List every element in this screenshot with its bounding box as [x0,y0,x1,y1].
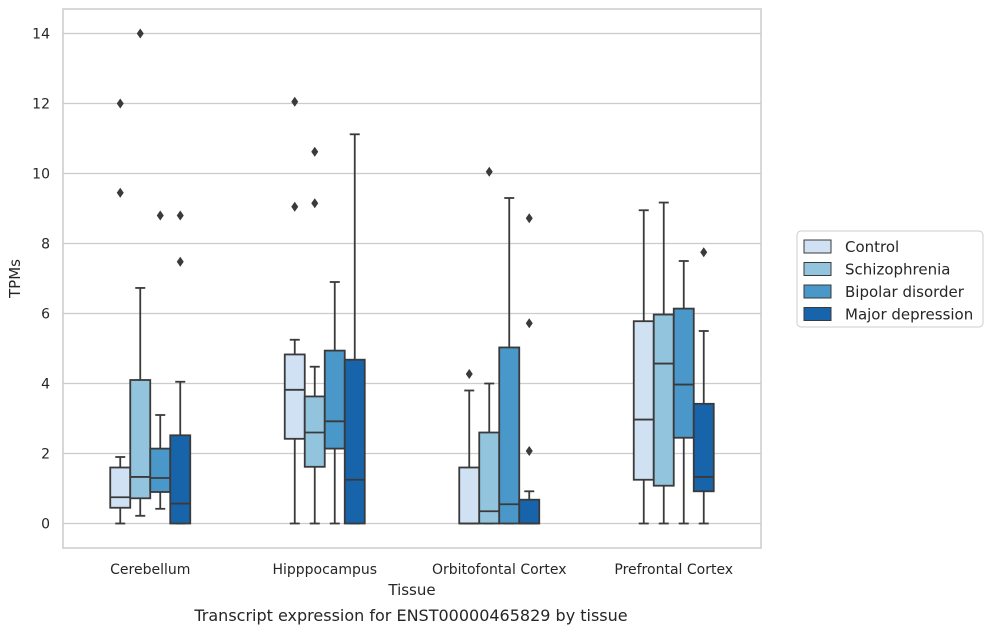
plot-frame [62,8,762,549]
chart-caption: Transcript expression for ENST0000046582… [194,606,628,625]
box-body [518,498,541,525]
box-schizophrenia [303,146,326,525]
y-tick-label: 14 [32,27,50,43]
x-axis-label: Tissue [387,581,435,599]
box-bipolar-disorder [149,210,172,510]
outlier-point [176,256,184,267]
box-bipolar-disorder [498,197,521,525]
x-tick-label: Orbitofontal Cortex [432,562,567,578]
x-tick-labels: Cerebellum Hipppocampus Orbitofontal Corte… [110,562,733,578]
box-body [498,346,521,525]
legend-frame [796,230,984,328]
outlier-point [485,166,493,177]
box-body [169,434,192,525]
box-control [109,98,132,525]
box-body [149,447,172,493]
box-body [129,379,152,500]
outlier-point [311,146,319,157]
box-body [323,349,346,450]
box-schizophrenia [478,166,501,525]
legend: Control Schizophrenia Bipolar disorder Majo… [796,230,984,328]
outlier-point [465,369,473,380]
box-body [343,358,366,525]
box-body [632,320,655,481]
y-tick-label: 8 [41,237,50,253]
outlier-point [116,187,124,198]
box-schizophrenia [652,201,675,525]
x-tick-label: Prefrontal Cortex [614,562,733,578]
legend-swatch [803,284,832,299]
y-tick-label: 4 [41,377,50,393]
legend-swatch [803,239,832,254]
outlier-point [116,98,124,109]
box-control [283,96,306,525]
box-body [458,466,481,525]
legend-entry: Bipolar disorder [845,283,965,301]
box-major-depression [343,133,366,525]
legend-swatch [803,307,832,321]
outlier-point [525,446,533,457]
box-major-depression [518,213,541,525]
box-body [283,353,306,440]
outlier-point [176,210,184,221]
box-control [458,369,481,525]
outlier-point [525,318,533,329]
y-tick-label: 6 [41,307,50,323]
x-tick-label: Cerebellum [110,562,190,578]
outlier-point [156,210,164,221]
outlier-point [291,201,299,212]
legend-entry: Major depression [845,306,973,324]
y-tick-label: 12 [32,97,50,113]
box-body [652,313,675,487]
outlier-point [700,247,708,258]
y-tick-labels: 0 2 4 6 8 10 12 14 [32,27,50,533]
box-body [692,402,715,493]
y-tick-label: 0 [41,517,50,533]
legend-entry: Schizophrenia [845,261,950,279]
box-body [672,307,695,439]
y-tick-label: 2 [41,447,50,463]
box-major-depression [692,247,715,525]
outlier-point [291,96,299,107]
x-tick-label: Hipppocampus [272,562,377,578]
box-body [109,466,132,509]
outlier-point [136,28,144,39]
legend-swatch [803,262,832,276]
boxes [109,28,715,525]
outlier-point [525,213,533,224]
y-axis-label: TPMs [6,259,24,299]
box-bipolar-disorder [323,281,346,525]
box-major-depression [169,210,192,525]
box-schizophrenia [129,28,152,517]
box-control [632,209,655,525]
outlier-point [311,198,319,209]
y-tick-label: 10 [32,167,50,183]
box-bipolar-disorder [672,260,695,525]
legend-entry: Control [845,238,899,256]
box-body [478,431,501,525]
